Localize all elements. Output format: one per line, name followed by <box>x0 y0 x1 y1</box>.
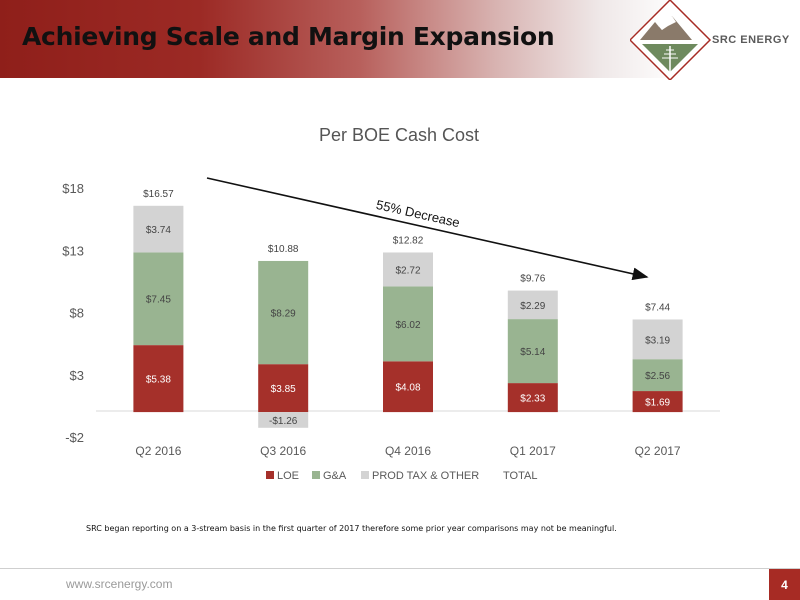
bar-segment <box>133 345 184 413</box>
bar-segment <box>632 319 683 360</box>
bar-segment <box>383 361 433 413</box>
bar-segment <box>258 412 309 428</box>
bar-data-label: $5.38 <box>146 375 171 386</box>
legend-label: TOTAL <box>503 470 537 482</box>
bar-segment <box>507 319 558 384</box>
footnote: SRC began reporting on a 3-stream basis … <box>86 524 617 533</box>
bar-data-label: $2.56 <box>645 371 670 382</box>
total-label: $7.44 <box>645 302 670 313</box>
total-label: $9.76 <box>520 274 545 285</box>
bars-group: $5.38 $7.45 $3.74 $16.57 $3.85 $8.29 -$1.26 $10… <box>133 189 683 428</box>
y-tick-label: $18 <box>62 181 84 196</box>
src-energy-logo <box>630 0 712 80</box>
bar-data-label: $3.85 <box>271 384 296 395</box>
legend-label: LOE <box>277 470 299 482</box>
legend-swatch <box>312 471 320 479</box>
footer-url: www.srcenergy.com <box>66 577 173 591</box>
x-tick-label: Q2 2016 <box>135 444 181 458</box>
x-tick-label: Q4 2016 <box>385 444 431 458</box>
y-axis: -$2 $3 $8 $13 $18 <box>62 181 84 445</box>
cash-cost-chart: Per BOE Cash Cost -$2 $3 $8 $13 $18 $5.38 $7.… <box>62 125 720 482</box>
bar-segment <box>507 290 558 320</box>
legend-swatch <box>361 471 369 479</box>
y-tick-label: $8 <box>70 306 84 321</box>
bar-data-label: $2.72 <box>395 265 420 276</box>
x-axis: Q2 2016 Q3 2016 Q4 2016 Q1 2017 Q2 2017 <box>135 444 681 458</box>
bar-segment <box>258 364 309 413</box>
x-tick-label: Q1 2017 <box>510 444 556 458</box>
bar-segment <box>383 286 433 362</box>
bar-data-label: $3.19 <box>645 335 670 346</box>
footer-divider <box>0 568 800 569</box>
page-number: 4 <box>769 569 800 600</box>
bar-data-label: $1.69 <box>645 398 670 409</box>
bar-segment <box>632 359 683 392</box>
bar-segment <box>133 205 184 253</box>
total-label: $12.82 <box>393 235 424 246</box>
y-tick-label: $13 <box>62 243 84 258</box>
y-tick-label: $3 <box>70 368 84 383</box>
page-title: Achieving Scale and Margin Expansion <box>22 22 555 51</box>
bar-data-label: $5.14 <box>520 347 545 358</box>
bar-data-label: $2.29 <box>520 301 545 312</box>
total-label: $10.88 <box>268 244 299 255</box>
bar-segment <box>383 252 433 287</box>
x-tick-label: Q3 2016 <box>260 444 306 458</box>
legend-swatch <box>266 471 274 479</box>
logo-text: SRC ENERGY <box>712 34 790 46</box>
bar-data-label: $4.08 <box>395 383 420 394</box>
bar-data-label: $3.74 <box>146 225 171 236</box>
bar-segment <box>507 383 558 413</box>
x-tick-label: Q2 2017 <box>635 444 681 458</box>
legend-label: PROD TAX & OTHER <box>372 470 479 482</box>
bar-segment <box>133 252 184 346</box>
bar-data-label: $7.45 <box>146 295 171 306</box>
bar-segment <box>258 260 309 365</box>
legend: LOE G&A PROD TAX & OTHER TOTAL <box>266 470 537 482</box>
bar-data-label: $2.33 <box>520 394 545 405</box>
total-label: $16.57 <box>143 189 174 200</box>
bar-data-label: $8.29 <box>271 309 296 320</box>
chart-title: Per BOE Cash Cost <box>319 125 479 145</box>
mountain-logo-icon <box>630 0 712 80</box>
decrease-arrow-line <box>206 177 649 281</box>
legend-label: G&A <box>323 470 347 482</box>
bar-data-label: $6.02 <box>395 320 420 331</box>
bar-data-label: -$1.26 <box>269 416 298 427</box>
bar-segment <box>632 391 683 413</box>
y-tick-label: -$2 <box>65 430 84 445</box>
